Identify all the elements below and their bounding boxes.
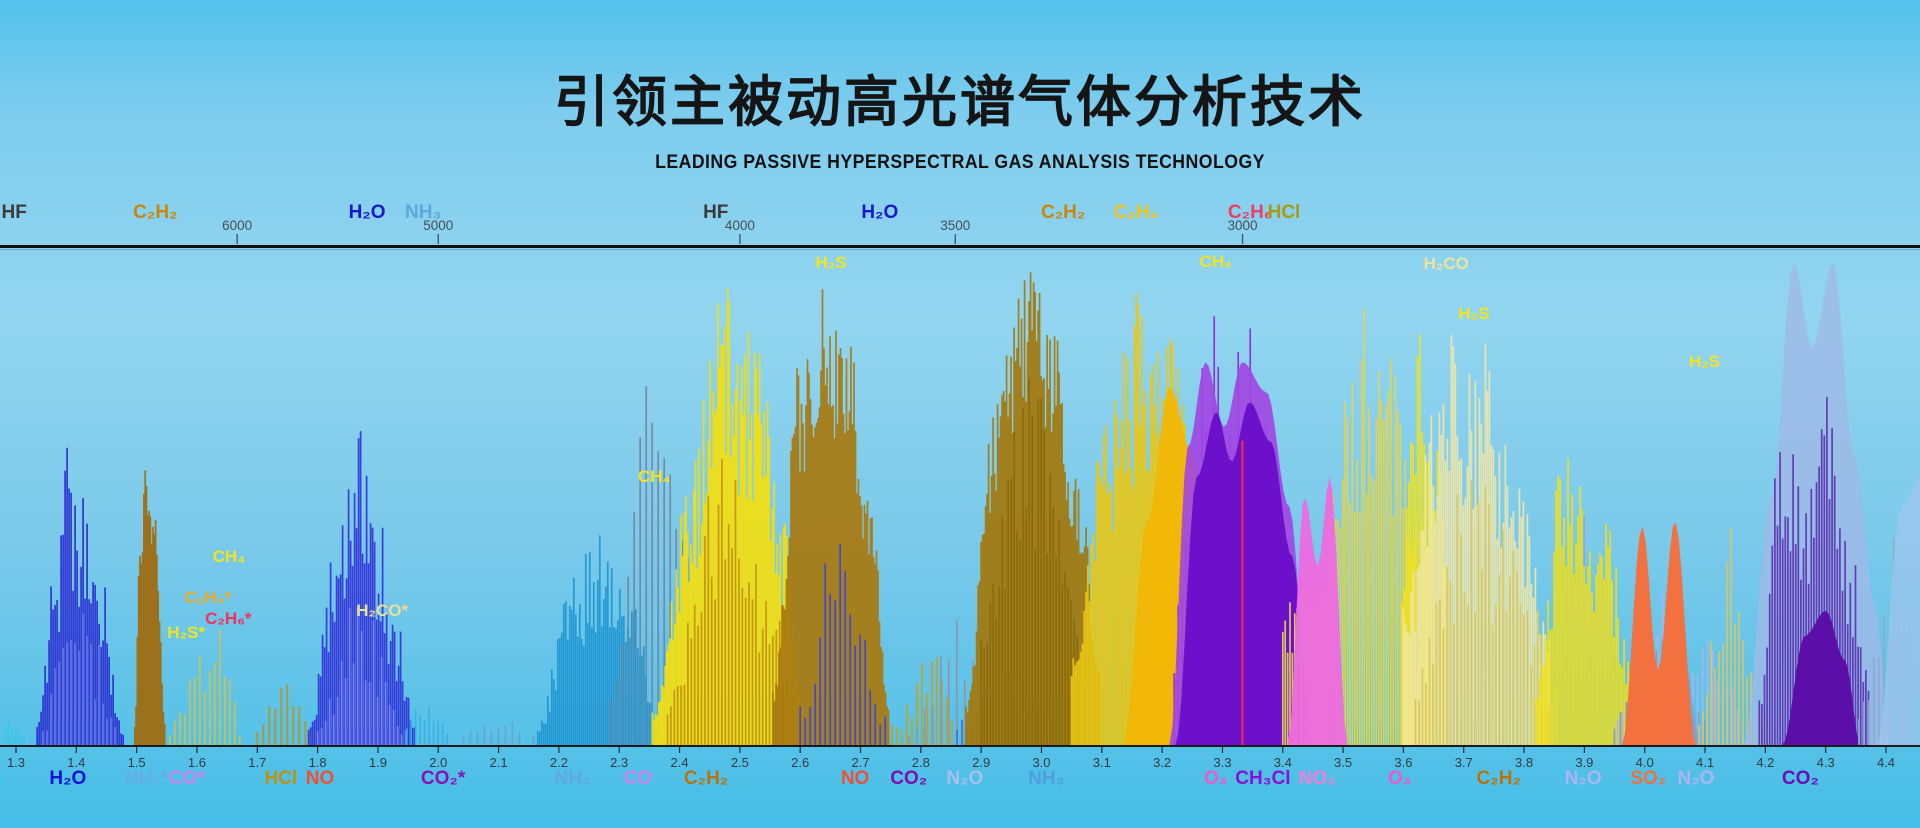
bottom-tick-label-2.7: 2.7 [851,755,869,770]
bottom-tick-label-2.4: 2.4 [671,755,689,770]
top-tick-label-6000: 6000 [222,218,252,233]
band-lines-0-O₂ [4,719,25,745]
bottom-tick-label-2.9: 2.9 [972,755,990,770]
band-lines-2-H₂O [42,613,116,745]
band-lines-15-H₂O [799,543,887,745]
bottom-tick-label-3.5: 3.5 [1334,755,1352,770]
band-lines-4-CH₄ [168,629,241,745]
band-lines-31 [1414,479,1557,745]
band-lines-9-CO₂ [462,722,535,745]
bottom-tick-label-2.0: 2.0 [429,755,447,770]
bottom-tick-label-2.1: 2.1 [490,755,508,770]
bottom-tick-label-3.6: 3.6 [1394,755,1412,770]
bottom-tick-label-1.9: 1.9 [369,755,387,770]
bottom-tick-label-3.1: 3.1 [1093,755,1111,770]
band-solid-43 [1877,473,1920,745]
bottom-axis: 1.3 1.4 1.5 1.6 1.7 1.8 1.9 2.0 2.1 2.2 2.3 2.4 2.5 2… [0,745,1920,770]
band-lines-6-H₂O [307,431,416,745]
top-tick-label-3500: 3500 [940,218,970,233]
band-lines-8-H₂O [405,706,448,745]
page-subtitle: LEADING PASSIVE HYPERSPECTRAL GAS ANALYS… [655,152,1265,173]
bottom-tick-label-3.3: 3.3 [1213,755,1231,770]
bottom-tick-label-2.6: 2.6 [791,755,809,770]
band-lines-33-C₂H₂ [1535,458,1639,745]
band-lines-14-H₂S [772,289,890,745]
band-solid-37-SO₂ [1621,522,1696,745]
bottom-tick-label-2.8: 2.8 [912,755,930,770]
bottom-tick-label-3.8: 3.8 [1515,755,1533,770]
bottom-tick-label-4.1: 4.1 [1696,755,1714,770]
bottom-tick-label-4.3: 4.3 [1817,755,1835,770]
band-lines-3-C₂H₆ [133,470,166,745]
top-tick-label-5000: 5000 [423,218,453,233]
band-lines-1-H₂O [36,447,124,745]
bottom-tick-label-2.2: 2.2 [550,755,568,770]
top-axis: 6000 5000 4000 3500 3000 [0,218,1920,250]
top-tick-label-4000: 4000 [725,218,755,233]
bottom-tick-label-1.6: 1.6 [188,755,206,770]
bottom-tick-label-3.0: 3.0 [1032,755,1050,770]
bottom-tick-label-4.4: 4.4 [1877,755,1895,770]
spectral-bands [4,262,1920,745]
bottom-tick-label-1.3: 1.3 [7,755,25,770]
band-lines-7-H₂O [316,607,407,745]
page-title: 引领主被动高光谱气体分析技术 [553,71,1366,133]
bottom-tick-label-2.5: 2.5 [731,755,749,770]
bottom-tick-label-2.3: 2.3 [610,755,628,770]
band-solid-28-NO₂ [1287,476,1348,745]
bottom-tick-label-3.4: 3.4 [1274,755,1292,770]
bottom-tick-label-1.7: 1.7 [248,755,266,770]
bottom-tick-label-4.0: 4.0 [1636,755,1654,770]
bottom-tick-label-1.5: 1.5 [128,755,146,770]
band-solid-25-CH₃Cl [1175,402,1313,745]
bottom-tick-label-4.2: 4.2 [1756,755,1774,770]
top-tick-label-3000: 3000 [1228,218,1258,233]
band-solid-41-CO₂ [1782,611,1861,745]
bottom-tick-label-1.4: 1.4 [67,755,85,770]
bottom-tick-label-3.7: 3.7 [1455,755,1473,770]
bottom-tick-label-1.8: 1.8 [309,755,327,770]
bottom-tick-label-3.2: 3.2 [1153,755,1171,770]
bottom-tick-label-3.9: 3.9 [1575,755,1593,770]
